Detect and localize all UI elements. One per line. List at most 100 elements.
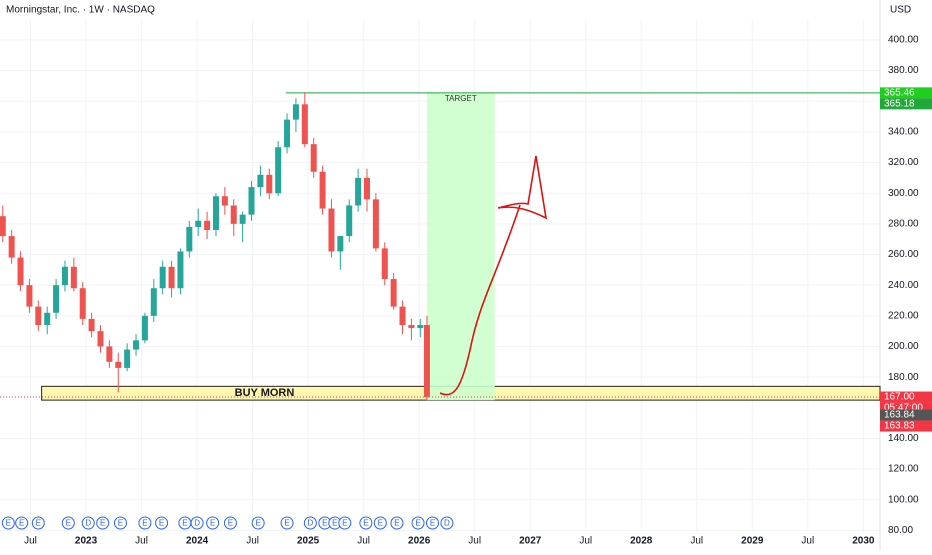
candle-body — [381, 248, 388, 280]
x-tick-label: 2030 — [852, 536, 875, 547]
event-label: E — [19, 519, 24, 528]
event-badge — [206, 516, 220, 530]
event-label: D — [194, 519, 200, 528]
event-label: E — [255, 519, 260, 528]
candle-body — [275, 147, 282, 194]
event-label: E — [36, 519, 41, 528]
y-tick-label: 200.00 — [888, 341, 919, 352]
event-label: E — [322, 519, 327, 528]
event-badge — [440, 516, 454, 530]
event-badge — [61, 516, 75, 530]
y-tick-label: 180.00 — [888, 372, 919, 383]
price-tag — [880, 98, 932, 110]
currency: USD — [890, 5, 911, 16]
candle-body — [230, 205, 237, 224]
candle-body — [53, 285, 60, 313]
candle-body — [133, 340, 140, 350]
event-badge — [390, 516, 404, 530]
event-badge — [411, 516, 425, 530]
event-label: E — [415, 519, 420, 528]
x-tick-label: 2026 — [408, 536, 431, 547]
candle-body — [284, 119, 291, 148]
y-tick-label: 140.00 — [888, 433, 919, 444]
price-tag-label: 365.46 — [884, 88, 915, 99]
candle-body — [346, 205, 353, 237]
candle-body — [248, 187, 255, 215]
price-tag — [880, 87, 932, 99]
y-tick-label: 100.00 — [888, 494, 919, 505]
event-badge — [96, 516, 110, 530]
candle-body — [328, 208, 335, 252]
x-tick-label: 2023 — [75, 536, 98, 547]
x-tick-label: Jul — [357, 536, 370, 547]
candle-body — [399, 306, 406, 326]
event-label: D — [444, 519, 450, 528]
target-label: TARGET — [445, 94, 477, 103]
candle-body — [17, 257, 24, 286]
candle-body — [417, 325, 424, 329]
event-badge — [426, 516, 440, 530]
x-tick-label: 2028 — [630, 536, 653, 547]
candle-body — [150, 288, 157, 316]
candle-body — [204, 220, 211, 230]
y-tick-label: 260.00 — [888, 249, 919, 260]
event-label: E — [118, 519, 123, 528]
event-badge — [373, 516, 387, 530]
candle-body — [8, 236, 15, 258]
event-label: E — [394, 519, 399, 528]
candle-body — [141, 315, 148, 341]
y-tick-label: 320.00 — [888, 157, 919, 168]
event-label: E — [159, 519, 164, 528]
candle-body — [239, 214, 246, 224]
event-badge — [155, 516, 169, 530]
candle-body — [97, 331, 104, 347]
candle-body — [355, 177, 362, 206]
y-tick-label: 240.00 — [888, 280, 919, 291]
candle-body — [0, 216, 6, 237]
candle-body — [79, 288, 86, 319]
candle-body — [266, 174, 273, 194]
y-tick-label: 80.00 — [888, 525, 913, 536]
candle-body — [26, 285, 33, 307]
candle-body — [390, 279, 397, 307]
x-tick-label: Jul — [690, 536, 703, 547]
event-label: E — [66, 519, 71, 528]
event-badge — [31, 516, 45, 530]
x-tick-label: 2027 — [519, 536, 542, 547]
buy-zone-label: BUY MORN — [235, 387, 295, 399]
candle-body — [408, 325, 415, 329]
candle-body — [363, 177, 370, 200]
x-tick-label: Jul — [579, 536, 592, 547]
event-label: E — [142, 519, 147, 528]
event-badge — [190, 516, 204, 530]
countdown: 05:47:00 — [884, 403, 923, 414]
x-tick-label: 2025 — [297, 536, 320, 547]
x-tick-label: Jul — [246, 536, 259, 547]
candle-body — [372, 199, 379, 249]
candle-body — [106, 346, 113, 362]
event-label: D — [307, 519, 313, 528]
candle-body — [124, 349, 131, 368]
candle-body — [115, 361, 122, 368]
price-tag — [880, 391, 932, 403]
y-tick-label: 380.00 — [888, 65, 919, 76]
event-badge — [303, 516, 317, 530]
x-tick-label: Jul — [135, 536, 148, 547]
y-tick-label: 280.00 — [888, 218, 919, 229]
y-tick-label: 300.00 — [888, 188, 919, 199]
candle-body — [310, 144, 317, 172]
event-badge — [81, 516, 95, 530]
y-tick-label: 220.00 — [888, 310, 919, 321]
candle-body — [301, 104, 308, 145]
event-label: E — [100, 519, 105, 528]
candle-body — [186, 226, 193, 252]
candle-body — [88, 318, 95, 332]
event-badge — [223, 516, 237, 530]
price-tag — [880, 420, 932, 432]
price-tag — [880, 409, 932, 421]
event-label: E — [210, 519, 215, 528]
event-label: E — [284, 519, 289, 528]
price-tag-label: 365.18 — [884, 99, 915, 110]
candle-body — [35, 306, 42, 326]
event-label: E — [430, 519, 435, 528]
